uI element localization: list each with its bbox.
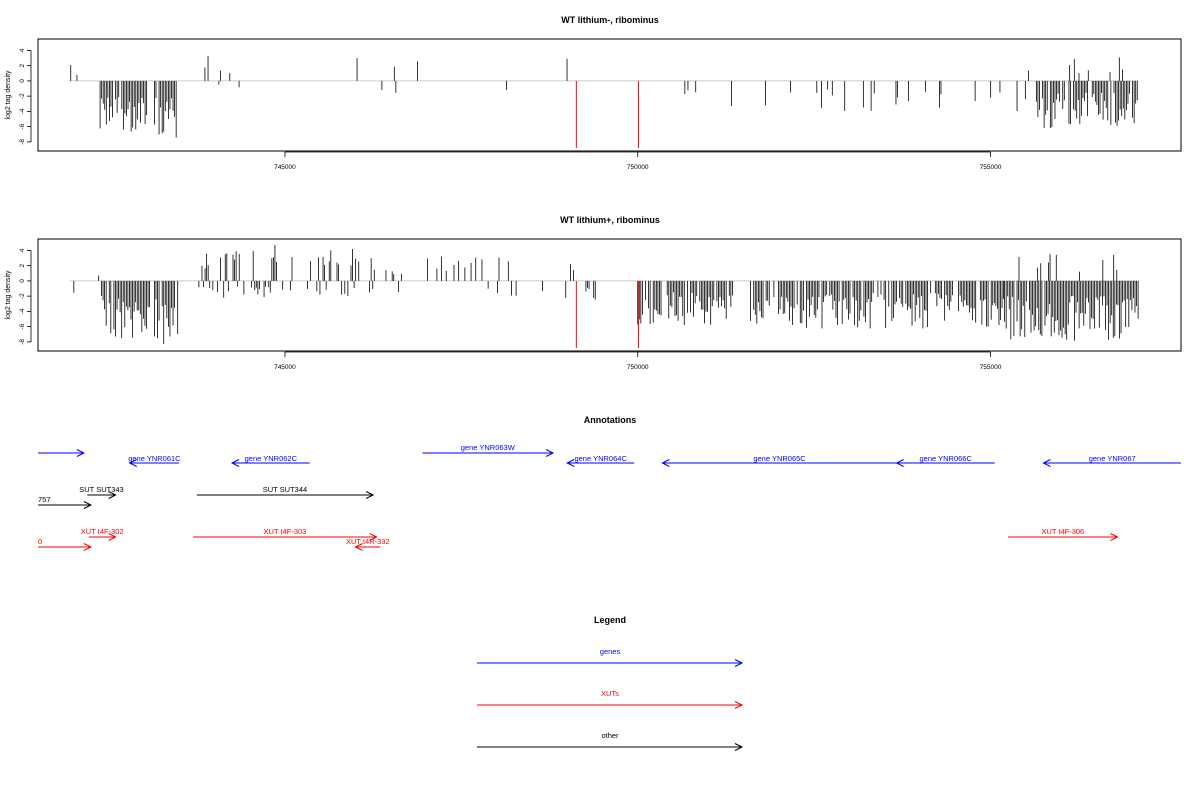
feature-label: 757 (38, 495, 51, 504)
gene-feature (38, 449, 85, 457)
arrow-head (354, 543, 363, 551)
arrow-head (734, 701, 744, 709)
arrow-head (230, 459, 240, 467)
gene-feature: gene YNR062C (230, 454, 310, 467)
y-tick-label: 0 (19, 279, 26, 283)
coverage-bars (69, 55, 1139, 148)
gene-feature: gene YNR064C (566, 454, 635, 467)
arrow-head (1110, 533, 1119, 541)
arrow-head (108, 491, 117, 499)
x-tick-label: 750000 (627, 364, 649, 371)
arrow-head (545, 449, 555, 457)
arrow-head (369, 533, 378, 541)
arrow-head (734, 659, 744, 667)
legend-item-genes: genes (477, 647, 744, 667)
coverage-panel-lithium-minus: WT lithium-, ribominus log2 tag density … (5, 15, 1182, 171)
feature-label: XUT t4R-332 (346, 537, 390, 546)
arrow-head (1042, 459, 1051, 467)
y-axis-label: log2 tag density (5, 70, 12, 120)
feature-label: gene YNR064C (574, 454, 627, 463)
y-tick-label: 4 (19, 248, 26, 252)
feature-label: XUT t4F-303 (264, 527, 307, 536)
panel-title: WT lithium+, ribominus (560, 215, 660, 225)
arrow-head (108, 533, 117, 541)
legend-label: XUTs (601, 689, 619, 698)
x-tick-label: 755000 (980, 364, 1002, 371)
arrow-head (83, 501, 93, 509)
xut-feature: XUT t4F-303 (193, 527, 378, 541)
gene-feature: gene YNR067 (1042, 454, 1181, 467)
x-tick-label: 755000 (980, 164, 1002, 171)
sut-feature: 757 (38, 495, 93, 509)
gene-feature: gene YNR061C (128, 454, 181, 467)
gene-feature: gene YNR063W (422, 443, 555, 457)
feature-label: gene YNR062C (245, 454, 298, 463)
legend: Legend genes XUTs other (477, 615, 744, 751)
arrow-head (661, 459, 670, 467)
x-tick-label: 745000 (274, 164, 296, 171)
y-tick-label: -4 (19, 308, 26, 314)
arrow-head (128, 459, 137, 467)
gene-feature: gene YNR066C (895, 454, 995, 467)
sut-feature: SUT SUT343 (79, 485, 124, 499)
y-axis-label: log2 tag density (5, 270, 12, 320)
legend-item-other: other (477, 731, 744, 751)
x-tick-label: 745000 (274, 364, 296, 371)
y-tick-label: -2 (19, 293, 26, 299)
legend-label: genes (600, 647, 621, 656)
legend-items: genes XUTs other (477, 647, 744, 751)
xut-feature: XUT t4R-332 (346, 537, 390, 551)
legend-label: other (601, 731, 619, 740)
arrow-head (895, 459, 904, 467)
x-tick-label: 750000 (627, 164, 649, 171)
coverage-bars (69, 244, 1139, 348)
annotations-title: Annotations (584, 415, 637, 425)
arrow-head (734, 743, 744, 751)
feature-label: XUT t4F-306 (1041, 527, 1084, 536)
axes: 4 2 0 -2 -4 -6 -8 745000 750000 755000 (19, 248, 1002, 371)
y-tick-label: 4 (19, 48, 26, 52)
axes: 4 2 0 -2 -4 -6 -8 745000 750000 755000 (19, 48, 1002, 171)
y-tick-label: 2 (19, 63, 26, 67)
legend-item-xuts: XUTs (477, 689, 744, 709)
legend-title: Legend (594, 615, 626, 625)
xut-feature: 0 (38, 537, 93, 551)
y-tick-label: -2 (19, 93, 26, 99)
y-tick-label: -6 (19, 123, 26, 129)
coverage-panel-lithium-plus: WT lithium+, ribominus log2 tag density … (5, 215, 1182, 371)
arrow-head (83, 543, 93, 551)
feature-label: 0 (38, 537, 42, 546)
plot-frame (37, 38, 1182, 152)
feature-label: XUT t4F-302 (81, 527, 124, 536)
sut-feature: SUT SUT344 (196, 485, 375, 499)
arrow-head (365, 491, 375, 499)
feature-label: SUT SUT343 (79, 485, 123, 494)
feature-label: gene YNR066C (919, 454, 972, 463)
panel-title: WT lithium-, ribominus (561, 15, 659, 25)
feature-label: gene YNR067 (1089, 454, 1136, 463)
y-tick-label: -4 (19, 108, 26, 114)
arrow-head (76, 449, 85, 457)
annotation-features: gene YNR061C gene YNR062C gene YNR063W gene… (38, 443, 1181, 551)
y-tick-label: -6 (19, 323, 26, 329)
arrow-head (566, 459, 575, 467)
feature-label: gene YNR061C (128, 454, 181, 463)
y-tick-label: 0 (19, 79, 26, 83)
xut-feature: XUT t4F-306 (1008, 527, 1119, 541)
feature-label: gene YNR065C (753, 454, 806, 463)
y-tick-label: -8 (19, 139, 26, 145)
plot-frame (37, 238, 1182, 352)
annotations-panel: Annotations gene YNR061C gene YNR062Cgene… (38, 415, 1181, 551)
y-tick-label: -8 (19, 339, 26, 345)
y-tick-label: 2 (19, 263, 26, 267)
feature-label: gene YNR063W (461, 443, 516, 452)
xut-feature: XUT t4F-302 (81, 527, 124, 541)
gene-feature: gene YNR065C (661, 454, 897, 467)
feature-label: SUT SUT344 (263, 485, 307, 494)
